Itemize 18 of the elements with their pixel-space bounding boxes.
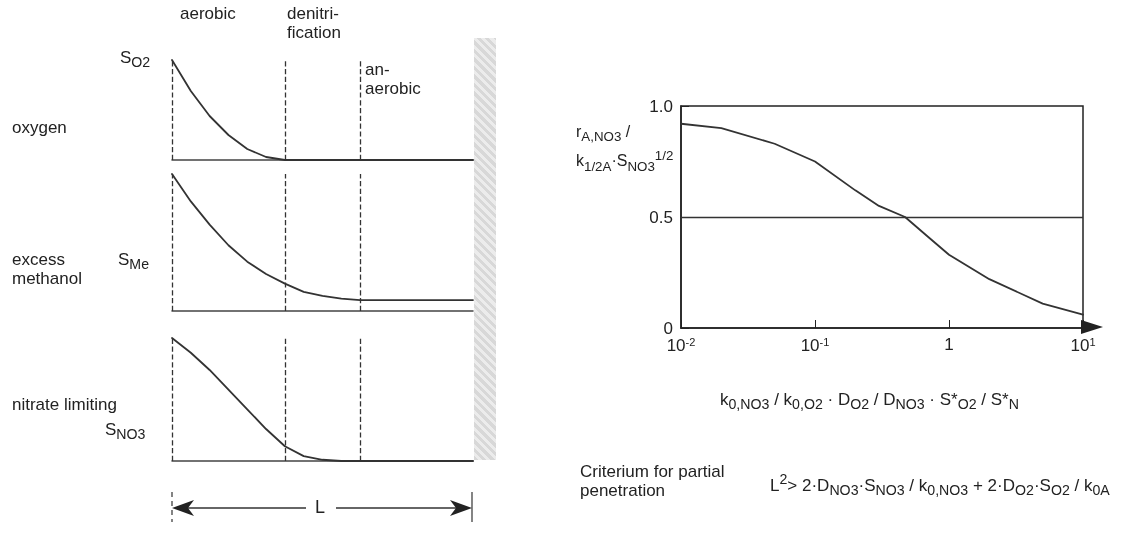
y-axis-title: excess methanol: [12, 250, 82, 288]
text: aerobic: [180, 4, 236, 23]
y-tick-label: 1.0: [649, 96, 673, 116]
text: Criterium for partial penetration: [580, 462, 726, 500]
y-axis-title: nitrate limiting: [12, 395, 118, 414]
text: S$_{NO3}$: [105, 420, 146, 445]
y-axis-title: oxygen: [12, 118, 68, 137]
text: S$_{O2}$: [120, 48, 151, 73]
text: L$^{2}$> 2·D$_{NO3}$·S$_{NO3}$ / k$_{0,NO3}$ + 2·D$_{O2}$·S$_{O2}$ / k$_{0A}$: [770, 471, 1110, 499]
x-tick-label: 1: [944, 335, 954, 354]
y-tick-label: 0.5: [649, 207, 673, 227]
text: k$_{0,NO3}$ / k$_{0,O2}$ · D$_{O2}$ / D$_{NO3}$ · S*$_{O2}$ / S*$_{N}$: [720, 390, 1019, 413]
text: an-: [365, 60, 390, 79]
text: S$_{Me}$: [118, 250, 150, 275]
y-tick-label: 0: [663, 318, 673, 338]
x-axis-title: L: [315, 497, 326, 517]
annotation: aerobic: [365, 79, 421, 98]
text: denitri- fication: [287, 4, 341, 42]
